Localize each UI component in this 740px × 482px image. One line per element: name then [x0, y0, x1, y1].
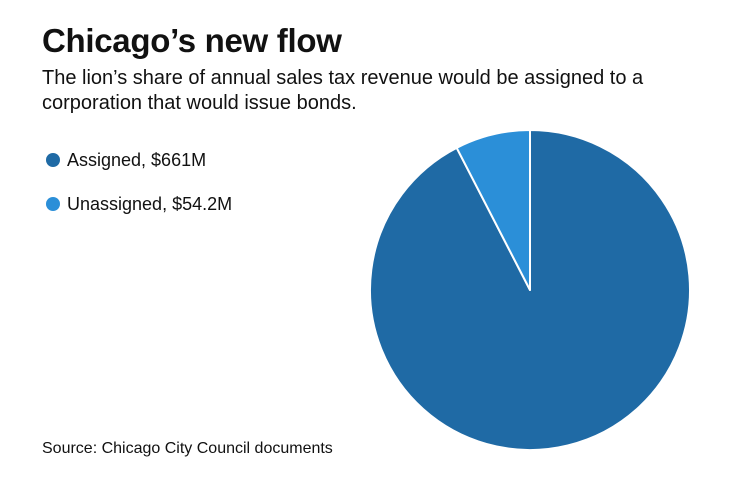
source-note: Source: Chicago City Council documents: [42, 440, 333, 457]
legend-label-unassigned: Unassigned, $54.2M: [67, 193, 233, 214]
legend-label-assigned: Assigned, $661M: [67, 149, 207, 170]
legend-item-unassigned: Unassigned, $54.2M: [46, 192, 232, 216]
legend-swatch-assigned: [46, 153, 60, 167]
pie-slice-unassigned: [455, 129, 531, 291]
chart-subtitle: The lion’s share of annual sales tax rev…: [42, 67, 644, 114]
chart-title: Chicago’s new flow: [42, 22, 342, 59]
legend-item-assigned: Assigned, $661M: [46, 148, 232, 172]
legend: Assigned, $661M Unassigned, $54.2M: [46, 148, 232, 236]
legend-swatch-unassigned: [46, 197, 60, 211]
pie-chart: [369, 129, 692, 451]
